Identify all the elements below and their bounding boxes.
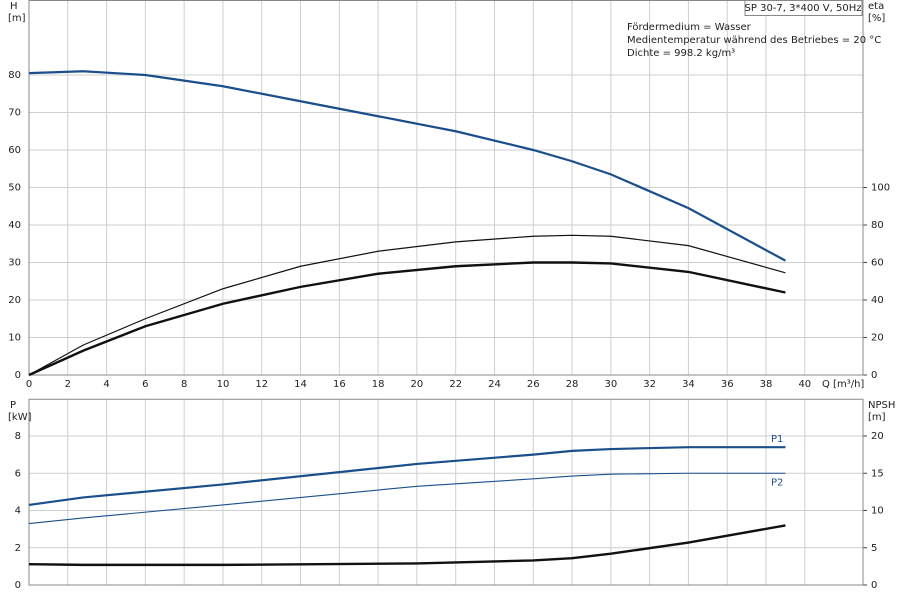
y-tick-label: 6 [15, 468, 21, 479]
x-tick-label: 12 [255, 379, 268, 390]
y-tick-label: 0 [15, 370, 21, 381]
series-label: P2 [771, 477, 783, 488]
x-tick-label: 38 [760, 379, 773, 390]
y2-tick-label: 5 [871, 543, 877, 554]
y-tick-label: 70 [8, 108, 21, 119]
y2-tick-label: 20 [871, 333, 884, 344]
y-tick-label: 4 [15, 506, 21, 517]
x-tick-label: 40 [798, 379, 811, 390]
y-tick-label: 0 [15, 580, 21, 591]
y2-label: NPSH [868, 400, 895, 411]
curve [28, 524, 786, 567]
x-tick-label: 4 [103, 379, 109, 390]
curve [28, 446, 786, 507]
plot-frame [28, 398, 864, 586]
x-tick-label: 34 [682, 379, 695, 390]
y-unit: [m] [8, 13, 26, 24]
x-tick-label: 14 [294, 379, 307, 390]
x-tick-label: 8 [181, 379, 187, 390]
curve [28, 472, 786, 525]
x-tick-label: 10 [217, 379, 230, 390]
y2-tick-label: 80 [871, 220, 884, 231]
y-tick-label: 30 [8, 258, 21, 269]
y-tick-label: 10 [8, 333, 21, 344]
y2-tick-label: 20 [871, 431, 884, 442]
y-tick-label: 8 [15, 431, 21, 442]
x-tick-label: 24 [488, 379, 501, 390]
curve [28, 261, 786, 377]
x-tick-label: 36 [721, 379, 734, 390]
y-tick-label: 50 [8, 183, 21, 194]
plot-frame [28, 0, 864, 376]
x-tick-label: 18 [372, 379, 385, 390]
y2-tick-label: 40 [871, 295, 884, 306]
y2-tick-label: 0 [871, 580, 877, 591]
y-tick-label: 40 [8, 220, 21, 231]
y-unit: [kW] [8, 412, 32, 423]
series-label: P1 [771, 434, 783, 445]
y2-unit: [%] [868, 13, 885, 24]
y-label: H [10, 1, 18, 12]
chart-title: SP 30-7, 3*400 V, 50Hz [745, 3, 862, 14]
y2-tick-label: 10 [871, 506, 884, 517]
y2-tick-label: 60 [871, 258, 884, 269]
y-label: P [10, 400, 16, 411]
x-tick-label: 6 [142, 379, 148, 390]
y-tick-label: 80 [8, 70, 21, 81]
y2-tick-label: 0 [871, 370, 877, 381]
y-tick-label: 60 [8, 145, 21, 156]
y2-tick-label: 100 [871, 183, 890, 194]
x-label: Q [m³/h] [822, 379, 864, 390]
x-tick-label: 30 [604, 379, 617, 390]
x-tick-label: 22 [449, 379, 462, 390]
annotation: Fördermedium = Wasser [627, 22, 752, 33]
y2-unit: [m] [868, 412, 886, 423]
curve [28, 234, 786, 376]
x-tick-label: 2 [65, 379, 71, 390]
x-tick-label: 20 [411, 379, 424, 390]
y-tick-label: 20 [8, 295, 21, 306]
x-tick-label: 32 [643, 379, 656, 390]
y-tick-label: 2 [15, 543, 21, 554]
title-box [744, 0, 863, 16]
annotation: Dichte = 998.2 kg/m³ [627, 48, 735, 59]
x-tick-label: 28 [566, 379, 579, 390]
annotation: Medientemperatur während des Betriebes =… [627, 35, 881, 46]
x-tick-label: 16 [333, 379, 346, 390]
x-tick-label: 0 [26, 379, 32, 390]
y2-tick-label: 15 [871, 468, 884, 479]
curve [28, 70, 786, 262]
x-tick-label: 26 [527, 379, 540, 390]
y2-label: eta [868, 1, 884, 12]
